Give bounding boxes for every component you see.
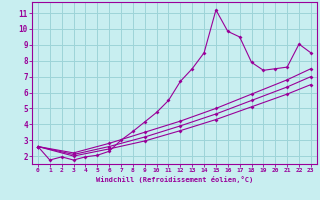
X-axis label: Windchill (Refroidissement éolien,°C): Windchill (Refroidissement éolien,°C) — [96, 176, 253, 183]
